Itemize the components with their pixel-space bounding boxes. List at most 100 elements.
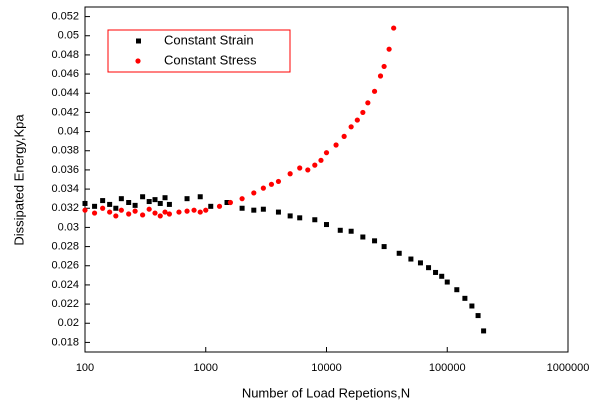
y-tick-label: 0.048 (51, 49, 79, 61)
y-tick-label: 0.032 (51, 202, 79, 214)
y-tick-label: 0.046 (51, 68, 79, 80)
legend-marker (136, 38, 141, 44)
point (481, 328, 487, 334)
point (381, 63, 387, 70)
point (348, 228, 354, 234)
x-tick-label: 100000 (429, 362, 466, 374)
y-tick-label: 0.028 (51, 240, 79, 252)
legend-marker (135, 58, 141, 64)
point (107, 209, 113, 215)
y-tick-label: 0.042 (51, 106, 79, 118)
legend-label: Constant Strain (164, 32, 254, 47)
point (354, 117, 360, 123)
point (323, 150, 330, 156)
point (337, 227, 343, 233)
point (132, 202, 138, 208)
point (113, 205, 119, 211)
point (426, 265, 432, 271)
point (162, 209, 168, 215)
point (82, 207, 88, 213)
point (184, 208, 190, 214)
point (372, 238, 378, 244)
x-axis-title: Number of Load Repetions,N (242, 385, 410, 400)
point (408, 256, 414, 262)
point (91, 210, 98, 216)
point (360, 234, 366, 240)
point (92, 203, 98, 209)
point (444, 279, 450, 285)
x-tick-label: 1000 (194, 362, 218, 374)
y-tick-label: 0.038 (51, 145, 79, 157)
y-tick-label: 0.04 (58, 125, 79, 137)
point (216, 203, 223, 209)
point (333, 142, 339, 148)
y-tick-label: 0.03 (58, 221, 79, 233)
y-tick-label: 0.02 (58, 317, 79, 329)
point (162, 195, 168, 201)
point (107, 201, 113, 207)
point (146, 206, 152, 212)
y-tick-label: 0.036 (51, 164, 79, 176)
point (251, 190, 257, 196)
point (146, 199, 152, 205)
point (166, 201, 172, 207)
point (260, 185, 266, 191)
point (184, 196, 190, 202)
point (176, 209, 182, 215)
y-tick-label: 0.052 (51, 10, 79, 22)
point (275, 209, 281, 215)
y-axis-title: Dissipated Energy,Kpa (11, 114, 26, 246)
x-tick-label: 100 (76, 362, 94, 374)
point (166, 211, 173, 217)
point (360, 109, 366, 116)
point (377, 73, 384, 79)
point (348, 124, 354, 130)
point (227, 199, 233, 206)
point (140, 194, 146, 200)
y-tick-label: 0.024 (51, 279, 79, 291)
y-tick-label: 0.034 (51, 183, 79, 195)
point (152, 210, 158, 216)
point (312, 162, 318, 168)
y-tick-label: 0.026 (51, 260, 79, 272)
point (82, 200, 88, 206)
point (113, 213, 119, 219)
point (118, 196, 124, 202)
point (381, 244, 387, 250)
point (469, 303, 475, 309)
point (197, 194, 203, 200)
point (324, 222, 329, 228)
point (475, 313, 481, 319)
legend-box (107, 29, 291, 73)
point (341, 133, 347, 139)
point (365, 100, 371, 106)
point (433, 269, 439, 275)
legend-label: Constant Stress (164, 52, 257, 67)
point (157, 200, 163, 206)
point (297, 215, 303, 221)
point (260, 206, 266, 212)
y-tick-label: 0.022 (51, 298, 79, 310)
point (208, 203, 214, 209)
point (251, 207, 257, 213)
point (197, 209, 203, 215)
y-tick-label: 0.044 (51, 87, 79, 99)
point (152, 197, 158, 203)
point (126, 211, 132, 217)
point (268, 181, 275, 187)
point (371, 88, 378, 94)
point (454, 287, 460, 293)
point (100, 205, 106, 211)
point (312, 217, 318, 223)
point (239, 196, 245, 202)
point (224, 200, 230, 205)
point (287, 213, 293, 219)
point (439, 273, 445, 279)
point (391, 25, 397, 31)
point (126, 200, 132, 205)
point (132, 208, 138, 214)
point (203, 207, 209, 213)
point (386, 46, 392, 52)
point (287, 171, 293, 177)
